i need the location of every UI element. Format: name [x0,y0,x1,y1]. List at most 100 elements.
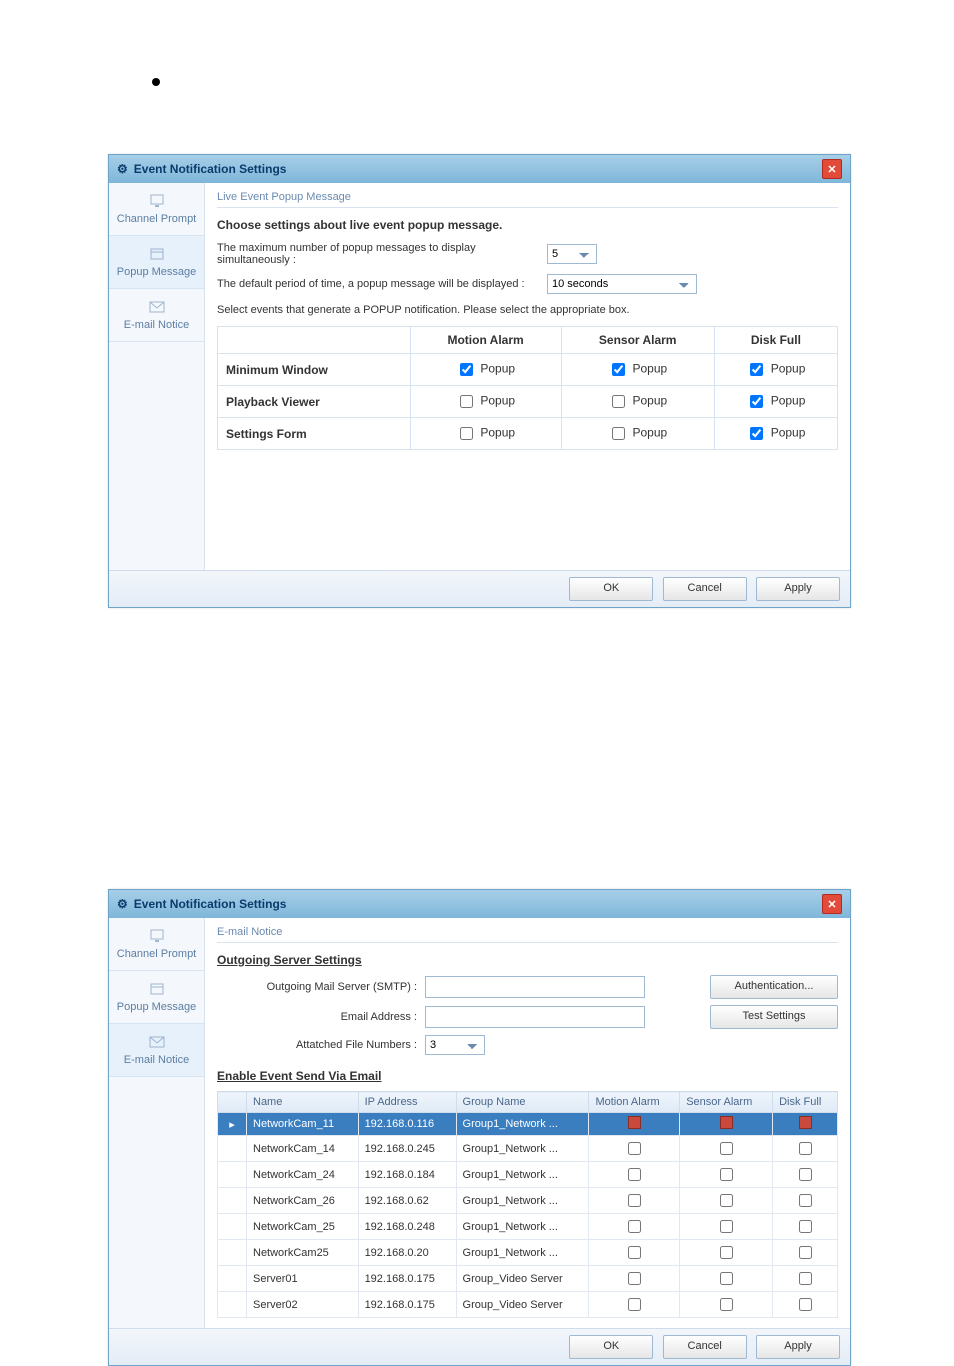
alarm-checkbox[interactable] [628,1142,641,1155]
table-row[interactable]: ▸NetworkCam_11192.168.0.116Group1_Networ… [218,1113,838,1136]
table-row[interactable]: NetworkCam_14192.168.0.245Group1_Network… [218,1136,838,1162]
alarm-checkbox[interactable] [720,1272,733,1285]
mail-icon [149,1034,165,1050]
popup-checkbox[interactable] [612,363,625,376]
default-period-select[interactable]: 10 seconds [547,274,697,294]
alarm-checkbox[interactable] [799,1298,812,1311]
alarm-cell[interactable] [680,1188,773,1214]
alarm-checkbox[interactable] [720,1220,733,1233]
smtp-input[interactable] [425,976,645,998]
popup-checkbox[interactable] [460,363,473,376]
col-group[interactable]: Group Name [456,1092,589,1113]
sidebar-item-popup-message[interactable]: Popup Message [109,971,204,1024]
attached-files-select[interactable]: 3 [425,1035,485,1055]
alarm-cell[interactable] [589,1240,680,1266]
popup-checkbox[interactable] [750,363,763,376]
alarm-cell[interactable] [680,1162,773,1188]
apply-button[interactable]: Apply [756,1335,840,1359]
alarm-checkbox[interactable] [628,1298,641,1311]
table-row[interactable]: NetworkCam_26192.168.0.62Group1_Network … [218,1188,838,1214]
popup-checkbox[interactable] [460,395,473,408]
popup-checkbox[interactable] [750,427,763,440]
alarm-checkbox[interactable] [799,1168,812,1181]
cam-name: NetworkCam_24 [247,1162,359,1188]
cancel-button[interactable]: Cancel [663,577,747,601]
alarm-cell[interactable] [589,1214,680,1240]
alarm-checkbox[interactable] [628,1220,641,1233]
max-popups-select[interactable]: 5 [547,244,597,264]
alarm-cell[interactable] [773,1240,838,1266]
sidebar-item-channel-prompt[interactable]: Channel Prompt [109,183,204,236]
alarm-checkbox[interactable] [799,1220,812,1233]
popup-checkbox[interactable] [612,427,625,440]
popup-cell: Popup [714,354,837,386]
table-row[interactable]: NetworkCam25192.168.0.20Group1_Network .… [218,1240,838,1266]
row-pointer [218,1188,247,1214]
alarm-cell[interactable] [589,1113,680,1136]
cam-ip: 192.168.0.20 [358,1240,456,1266]
alarm-cell[interactable] [589,1136,680,1162]
ok-button[interactable]: OK [569,577,653,601]
alarm-cell[interactable] [589,1162,680,1188]
ok-button[interactable]: OK [569,1335,653,1359]
alarm-checkbox[interactable] [720,1298,733,1311]
alarm-cell[interactable] [680,1240,773,1266]
alarm-checkbox[interactable] [799,1272,812,1285]
alarm-cell[interactable] [680,1113,773,1136]
sidebar-item-email-notice[interactable]: E-mail Notice [109,1024,204,1077]
attached-label: Attatched File Numbers : [217,1039,425,1051]
sidebar-item-email-notice[interactable]: E-mail Notice [109,289,204,342]
alarm-checkbox[interactable] [720,1142,733,1155]
col-name[interactable]: Name [247,1092,359,1113]
alarm-cell[interactable] [680,1292,773,1318]
table-row[interactable]: Server02192.168.0.175Group_Video Server [218,1292,838,1318]
sidebar-item-popup-message[interactable]: Popup Message [109,236,204,289]
alarm-checkbox[interactable] [628,1194,641,1207]
popup-checkbox[interactable] [612,395,625,408]
authentication-button[interactable]: Authentication... [710,975,838,999]
mail-icon [149,299,165,315]
alarm-cell[interactable] [589,1188,680,1214]
alarm-cell[interactable] [773,1214,838,1240]
alarm-checkbox[interactable] [720,1168,733,1181]
sidebar-item-label: Channel Prompt [117,213,197,225]
col-motion[interactable]: Motion Alarm [589,1092,680,1113]
alarm-cell[interactable] [680,1136,773,1162]
alarm-cell[interactable] [773,1188,838,1214]
alarm-checkbox[interactable] [628,1246,641,1259]
alarm-cell[interactable] [773,1113,838,1136]
popup-checkbox[interactable] [750,395,763,408]
alarm-checkbox[interactable] [799,1142,812,1155]
alarm-cell[interactable] [773,1136,838,1162]
col-ip[interactable]: IP Address [358,1092,456,1113]
table-row[interactable]: Server01192.168.0.175Group_Video Server [218,1266,838,1292]
popup-cell: Popup [410,418,561,450]
apply-button[interactable]: Apply [756,577,840,601]
alarm-checkbox[interactable] [799,1246,812,1259]
table-row[interactable]: NetworkCam_24192.168.0.184Group1_Network… [218,1162,838,1188]
test-settings-button[interactable]: Test Settings [710,1005,838,1029]
alarm-checkbox[interactable] [720,1194,733,1207]
cancel-button[interactable]: Cancel [663,1335,747,1359]
alarm-cell[interactable] [773,1292,838,1318]
close-button[interactable]: ✕ [822,894,842,914]
alarm-cell[interactable] [773,1162,838,1188]
close-button[interactable]: ✕ [822,159,842,179]
alarm-cell[interactable] [773,1266,838,1292]
alarm-cell[interactable] [680,1214,773,1240]
alarm-checkbox[interactable] [799,1194,812,1207]
alarm-cell[interactable] [589,1266,680,1292]
alarm-cell[interactable] [680,1266,773,1292]
alarm-checkbox[interactable] [720,1246,733,1259]
popup-checkbox[interactable] [460,427,473,440]
email-input[interactable] [425,1006,645,1028]
col-sensor[interactable]: Sensor Alarm [680,1092,773,1113]
cam-name: NetworkCam_25 [247,1214,359,1240]
alarm-checkbox[interactable] [628,1272,641,1285]
sidebar-item-channel-prompt[interactable]: Channel Prompt [109,918,204,971]
select-events-hint: Select events that generate a POPUP noti… [217,304,838,316]
table-row[interactable]: NetworkCam_25192.168.0.248Group1_Network… [218,1214,838,1240]
col-disk[interactable]: Disk Full [773,1092,838,1113]
alarm-checkbox[interactable] [628,1168,641,1181]
alarm-cell[interactable] [589,1292,680,1318]
